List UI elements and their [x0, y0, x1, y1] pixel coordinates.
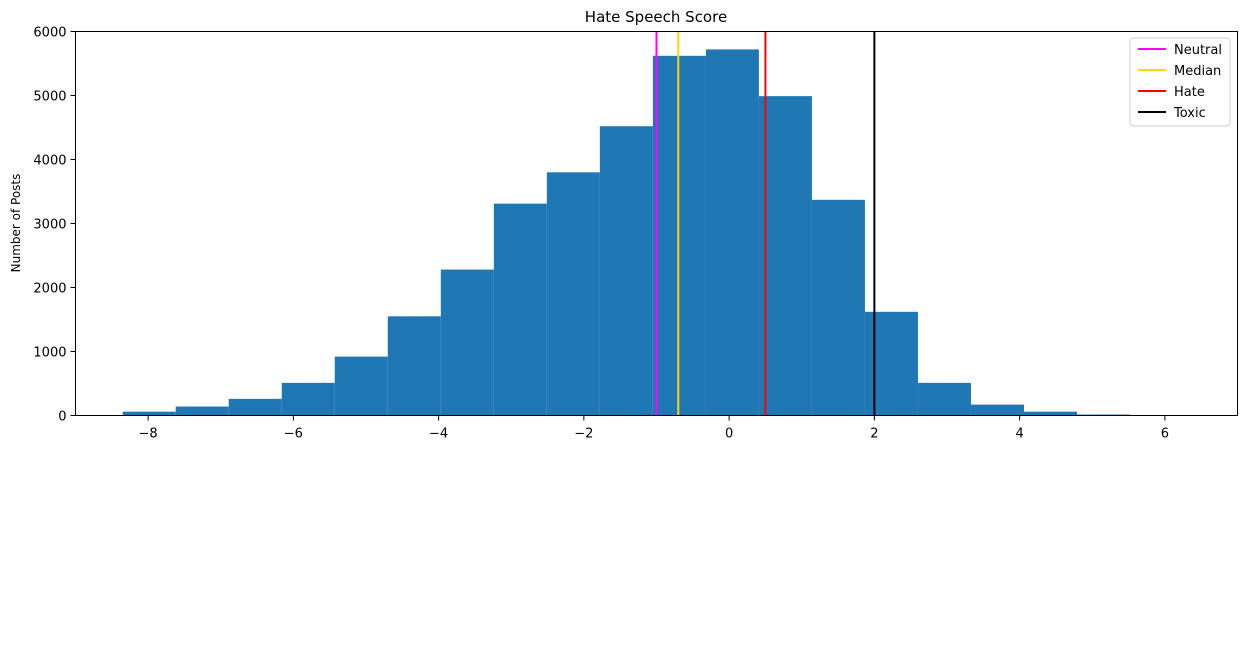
chart-title: Hate Speech Score	[585, 8, 727, 26]
histogram-bar	[1024, 412, 1077, 416]
legend: Neutral Median Hate Toxic	[1130, 38, 1230, 126]
histogram-bar	[441, 270, 494, 416]
legend-label: Hate	[1174, 85, 1205, 100]
y-tick-label: 0	[58, 410, 66, 425]
x-tick-label: −8	[139, 427, 158, 442]
legend-label: Neutral	[1174, 43, 1222, 58]
y-tick-label: 2000	[33, 282, 66, 297]
histogram-bar	[547, 172, 600, 415]
y-tick-label: 5000	[33, 90, 66, 105]
histogram-bar	[653, 56, 706, 416]
histogram-bar	[865, 312, 918, 416]
y-tick-label: 4000	[33, 154, 66, 169]
histogram-bar	[123, 412, 176, 416]
x-tick-label: 4	[1015, 427, 1023, 442]
x-tick-label: −6	[284, 427, 303, 442]
histogram-bar	[706, 49, 759, 415]
histogram-bar	[282, 383, 335, 416]
histogram-bar	[600, 126, 653, 415]
x-tick-label: 2	[870, 427, 878, 442]
bars-group	[123, 49, 1183, 415]
histogram-bar	[388, 316, 441, 415]
legend-label: Toxic	[1173, 106, 1206, 121]
histogram-bar	[918, 383, 971, 416]
histogram-bar	[759, 96, 812, 415]
histogram-bar	[229, 399, 282, 416]
y-tick-label: 6000	[33, 26, 66, 41]
histogram-bar	[176, 407, 229, 416]
legend-label: Median	[1174, 64, 1221, 79]
x-tick-label: 0	[725, 427, 733, 442]
y-tick-label: 3000	[33, 218, 66, 233]
y-axis-label: Number of Posts	[9, 174, 23, 273]
histogram-bar	[494, 204, 547, 416]
x-tick-label: −4	[429, 427, 448, 442]
x-axis-ticks: −8 −6 −4 −2 0 2 4 6	[139, 416, 1169, 442]
x-tick-label: 6	[1161, 427, 1169, 442]
y-axis-ticks: 0 1000 2000 3000 4000 5000 6000	[33, 26, 75, 425]
x-tick-label: −2	[574, 427, 593, 442]
histogram-bar	[812, 200, 865, 416]
y-tick-label: 1000	[33, 346, 66, 361]
histogram-bar	[335, 357, 388, 416]
histogram-bar	[971, 405, 1024, 416]
